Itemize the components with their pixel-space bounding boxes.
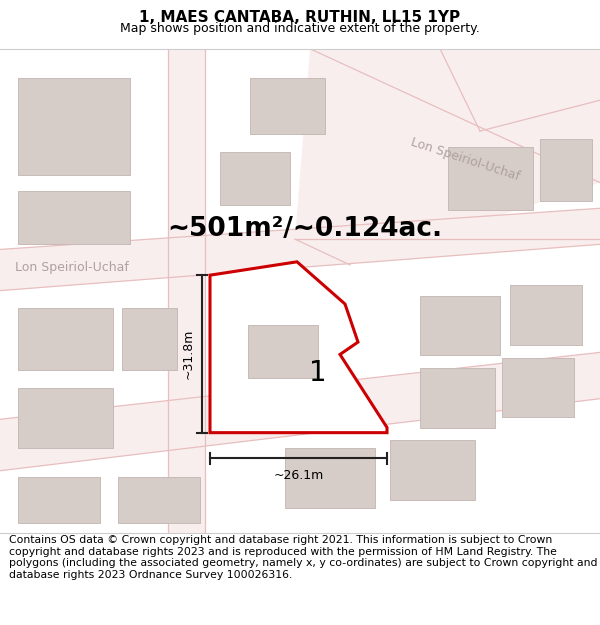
Text: ~31.8m: ~31.8m <box>182 329 194 379</box>
Bar <box>18 308 113 370</box>
Bar <box>122 308 177 370</box>
Bar <box>420 296 500 356</box>
Bar <box>540 139 592 201</box>
Text: ~501m²/~0.124ac.: ~501m²/~0.124ac. <box>167 216 443 242</box>
Bar <box>420 368 495 428</box>
Bar <box>448 146 533 211</box>
Bar <box>250 78 325 134</box>
Polygon shape <box>0 352 600 471</box>
Polygon shape <box>0 208 600 291</box>
Bar <box>18 477 100 523</box>
Bar <box>18 191 130 244</box>
Text: Map shows position and indicative extent of the property.: Map shows position and indicative extent… <box>120 22 480 35</box>
Polygon shape <box>295 49 600 265</box>
Text: 1, MAES CANTABA, RUTHIN, LL15 1YP: 1, MAES CANTABA, RUTHIN, LL15 1YP <box>139 10 461 25</box>
Polygon shape <box>210 262 387 432</box>
Bar <box>18 78 130 176</box>
Text: Lon Speiriol-Uchaf: Lon Speiriol-Uchaf <box>15 261 129 274</box>
Text: Lon Speiriol-Uchaf: Lon Speiriol-Uchaf <box>409 136 521 184</box>
Bar <box>18 388 113 448</box>
Text: 1: 1 <box>309 359 327 387</box>
Bar <box>502 357 574 418</box>
Bar <box>220 152 290 205</box>
Polygon shape <box>440 49 600 131</box>
Bar <box>390 440 475 499</box>
Bar <box>510 286 582 345</box>
Bar <box>118 477 200 523</box>
Bar <box>285 448 375 508</box>
Text: Contains OS data © Crown copyright and database right 2021. This information is : Contains OS data © Crown copyright and d… <box>9 535 598 580</box>
Polygon shape <box>168 49 205 532</box>
Bar <box>248 324 318 378</box>
Text: ~26.1m: ~26.1m <box>274 469 323 482</box>
